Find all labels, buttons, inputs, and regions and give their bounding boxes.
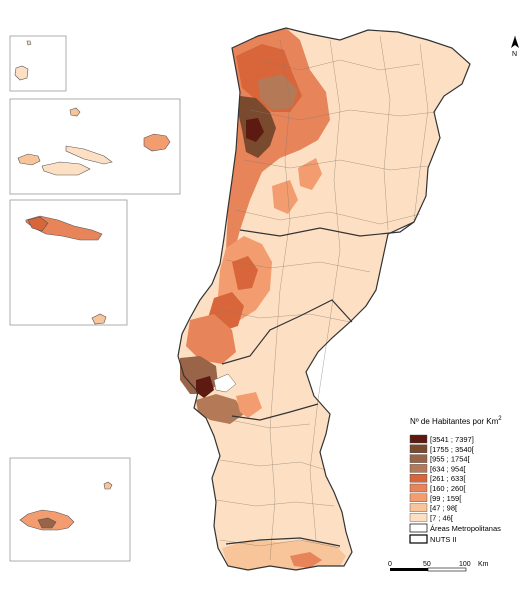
- island-madeira-funchal: [37, 517, 57, 529]
- scale-tick-0: 0: [388, 561, 392, 568]
- legend-label-3: [634 ; 954[: [430, 464, 466, 473]
- island-flores: [14, 65, 29, 81]
- north-label: N: [512, 51, 517, 58]
- legend-label-5: [160 ; 260[: [430, 484, 466, 493]
- legend-swatch-2: [409, 454, 428, 463]
- island-santa-maria: [91, 313, 107, 325]
- legend-swatch-7: [409, 503, 428, 512]
- municipality-boundaries: [215, 35, 437, 561]
- legend-swatch-1: [409, 444, 428, 453]
- island-pico: [41, 161, 91, 176]
- legend-label-2: [955 ; 1754[: [430, 455, 471, 464]
- scale-tick-100: 100: [459, 561, 471, 568]
- legend-label-metro: Áreas Metropolitanas: [430, 524, 501, 533]
- island-porto-santo: [103, 481, 113, 490]
- inset-frame-azores-east: [9, 199, 128, 326]
- island-sao-jorge: [65, 145, 113, 165]
- legend-swatch-0: [409, 434, 428, 444]
- legend-swatch-4: [409, 474, 428, 483]
- legend-label-8: [7 ; 46[: [430, 513, 454, 522]
- scale-bar: 0 50 100 Km: [388, 561, 489, 572]
- island-terceira: [143, 133, 171, 152]
- legend-label-4: [261 ; 633[: [430, 474, 466, 483]
- inset-frame-madeira: [9, 457, 131, 562]
- legend-classes: [3541 ; 7397][1755 ; 3540[[955 ; 1754[[6…: [409, 434, 475, 522]
- island-corvo: [26, 40, 32, 46]
- region-braga: [258, 74, 298, 110]
- legend-title: Nº de Habitantes por Km2: [410, 416, 502, 426]
- legend-swatch-metro: [409, 523, 428, 533]
- legend-label-0: [3541 ; 7397]: [430, 435, 474, 444]
- north-arrow-icon: N: [511, 36, 519, 58]
- scale-segment-2: [427, 567, 467, 572]
- legend-label-nuts: NUTS II: [430, 535, 457, 544]
- island-sao-miguel-ponta-delgada: [27, 216, 49, 232]
- legend-swatch-nuts: [409, 534, 428, 544]
- legend-swatch-8: [409, 513, 428, 522]
- region-east-north: [298, 158, 322, 190]
- region-oeste: [186, 314, 236, 364]
- region-faro: [290, 552, 322, 568]
- nuts-ii-boundaries: [177, 27, 471, 571]
- region-setubal-east: [236, 392, 262, 418]
- legend-swatch-5: [409, 483, 428, 493]
- island-faial: [17, 153, 41, 166]
- legend-label-6: [99 ; 159[: [430, 494, 462, 503]
- scale-segment-1: [390, 568, 428, 571]
- legend-label-7: [47 ; 98[: [430, 504, 458, 513]
- scale-unit: Km: [478, 561, 489, 568]
- region-lisbon-core: [196, 376, 214, 398]
- scale-tick-50: 50: [423, 561, 431, 568]
- legend-swatch-3: [409, 464, 428, 473]
- region-porto-core: [246, 118, 264, 142]
- inset-frame-corvo-flores: [9, 35, 67, 92]
- tagus-estuary: [213, 373, 237, 393]
- region-viseu: [272, 180, 298, 214]
- legend: Nº de Habitantes por Km2 [3541 ; 7397][1…: [409, 416, 502, 544]
- island-graciosa: [69, 107, 81, 117]
- legend-label-1: [1755 ; 3540[: [430, 445, 475, 454]
- legend-swatch-6: [409, 493, 428, 502]
